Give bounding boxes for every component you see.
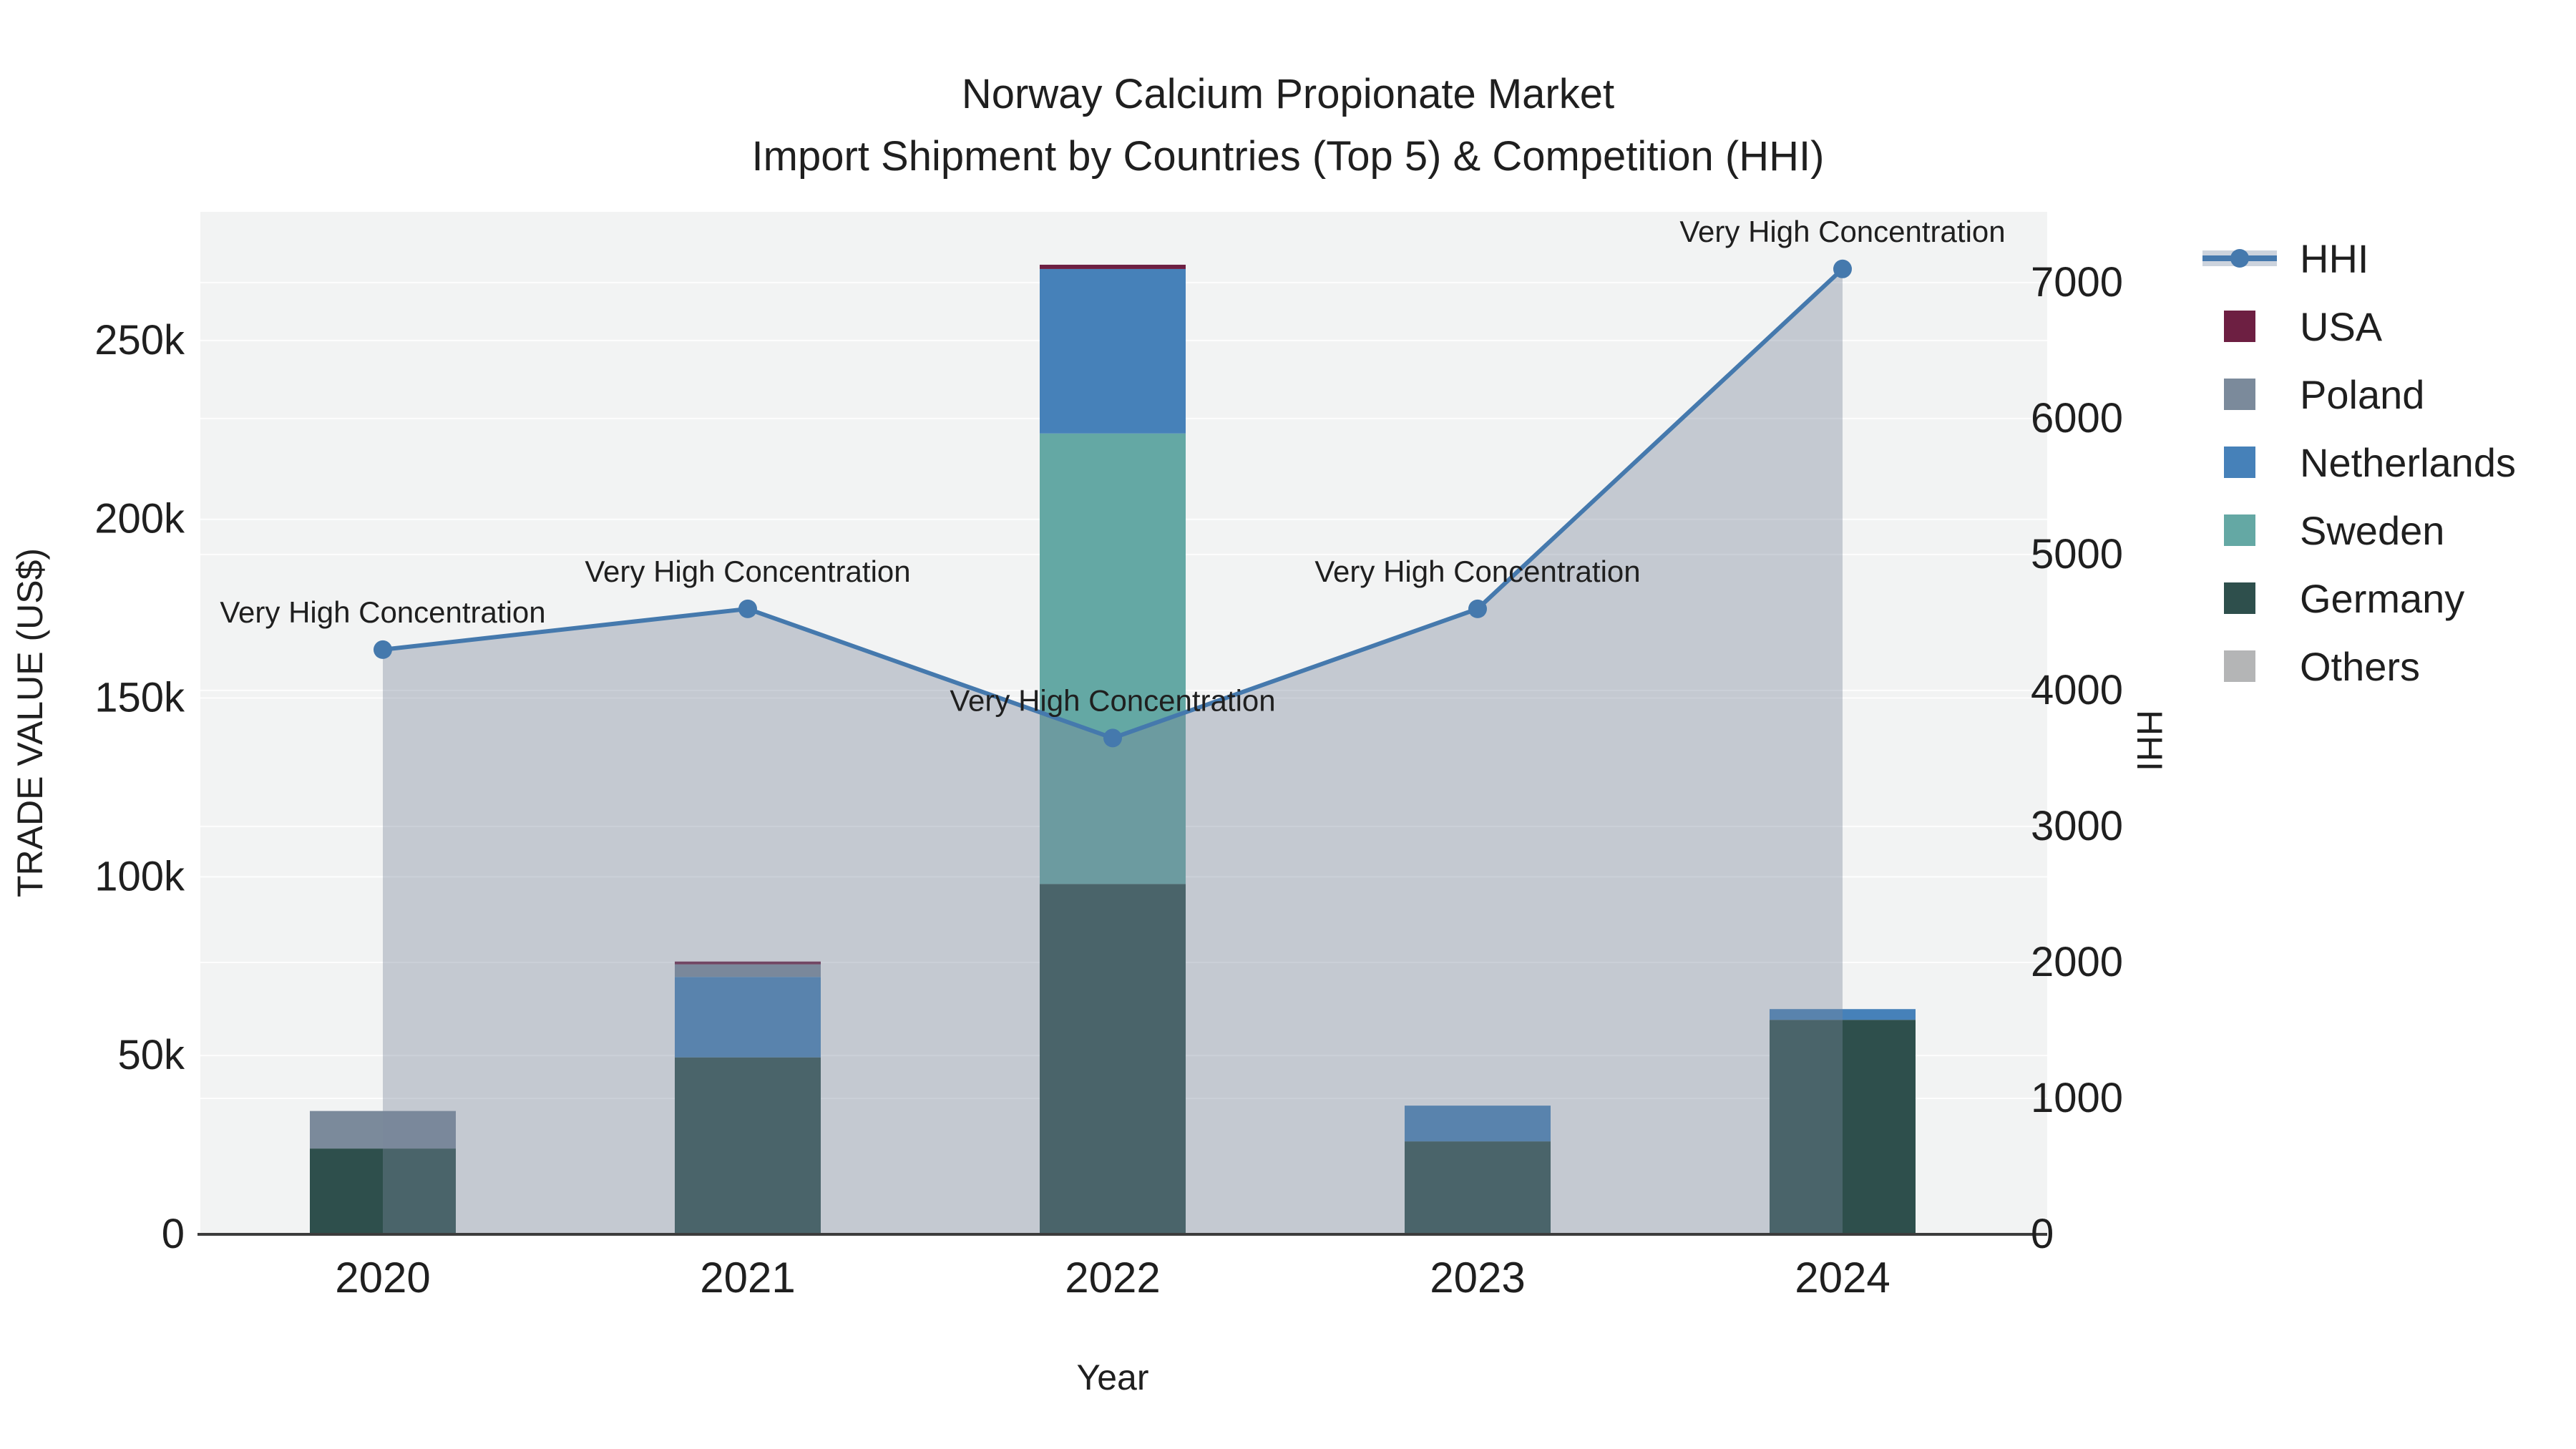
y-left-tick-label: 100k [94, 853, 185, 899]
bar-segment-usa-2022 [1040, 264, 1186, 269]
hhi-marker-2023 [1468, 599, 1487, 618]
legend-label-germany: Germany [2300, 575, 2465, 621]
y-left-tick-label: 50k [117, 1032, 185, 1078]
bar-segment-germany-2023 [1405, 1141, 1551, 1234]
sweden-swatch-icon [2202, 514, 2277, 546]
legend: HHI USA Poland Netherlands Sweden German… [2202, 236, 2516, 712]
bar-segment-poland-2021 [675, 964, 821, 977]
annotation-2021: Very High Concentration [585, 555, 910, 588]
bar-segment-germany-2024 [1770, 1020, 1916, 1234]
legend-label-hhi: HHI [2300, 235, 2369, 281]
legend-item-poland[interactable]: Poland [2202, 371, 2516, 417]
y-left-tick-label: 150k [94, 675, 185, 721]
y-right-tick-label: 4000 [2031, 667, 2123, 713]
y-right-tick-label: 0 [2031, 1211, 2054, 1257]
hhi-marker-2020 [374, 640, 392, 659]
x-tick-label-2021: 2021 [700, 1254, 795, 1302]
legend-label-sweden: Sweden [2300, 507, 2445, 553]
legend-item-hhi[interactable]: HHI [2202, 235, 2516, 281]
bar-segment-germany-2022 [1040, 884, 1186, 1234]
x-tick-label-2020: 2020 [335, 1254, 430, 1302]
bar-segment-germany-2021 [675, 1057, 821, 1234]
bar-segment-poland-2020 [310, 1111, 456, 1149]
poland-swatch-icon [2202, 379, 2277, 410]
chart-title-line2: Import Shipment by Countries (Top 5) & C… [751, 133, 1825, 180]
x-tick-label-2024: 2024 [1795, 1254, 1890, 1302]
x-axis-title: Year [1076, 1357, 1149, 1397]
germany-swatch-icon [2202, 582, 2277, 614]
y-left-tick-label: 200k [94, 496, 185, 542]
annotation-2023: Very High Concentration [1314, 555, 1640, 588]
chart-title-line1: Norway Calcium Propionate Market [961, 71, 1615, 117]
hhi-area-fill [383, 268, 1843, 1234]
bar-segment-usa-2021 [675, 961, 821, 965]
hhi-marker-2024 [1833, 259, 1852, 278]
y-right-tick-label: 1000 [2031, 1075, 2123, 1121]
annotation-2020: Very High Concentration [220, 595, 545, 629]
legend-label-poland: Poland [2300, 371, 2425, 417]
y-right-tick-label: 5000 [2031, 531, 2123, 577]
y-left-tick-label: 250k [94, 317, 185, 364]
legend-item-netherlands[interactable]: Netherlands [2202, 439, 2516, 485]
bar-segment-netherlands-2023 [1405, 1106, 1551, 1142]
chart-title: Norway Calcium Propionate Market Import … [0, 63, 2576, 187]
bar-segment-sweden-2022 [1040, 433, 1186, 884]
usa-swatch-icon [2202, 311, 2277, 342]
legend-label-netherlands: Netherlands [2300, 439, 2516, 485]
x-tick-label-2023: 2023 [1430, 1254, 1525, 1302]
y-left-tick-label: 0 [162, 1211, 185, 1257]
bar-segment-netherlands-2024 [1770, 1009, 1916, 1020]
hhi-marker-2021 [738, 599, 757, 618]
legend-item-usa[interactable]: USA [2202, 303, 2516, 349]
legend-label-others: Others [2300, 643, 2421, 689]
y-right-tick-label: 7000 [2031, 259, 2123, 306]
legend-item-sweden[interactable]: Sweden [2202, 507, 2516, 553]
y-right-tick-label: 3000 [2031, 803, 2123, 849]
legend-label-usa: USA [2300, 303, 2383, 349]
hhi-line-marker-icon [2202, 243, 2277, 274]
annotation-2024: Very High Concentration [1679, 215, 2005, 248]
annotation-2022: Very High Concentration [950, 683, 1275, 717]
legend-item-germany[interactable]: Germany [2202, 575, 2516, 621]
x-tick-label-2022: 2022 [1065, 1254, 1160, 1302]
netherlands-swatch-icon [2202, 447, 2277, 478]
bar-segment-germany-2020 [310, 1148, 456, 1234]
bar-segment-netherlands-2022 [1040, 268, 1186, 434]
y-right-tick-label: 2000 [2031, 939, 2123, 985]
bar-segment-netherlands-2021 [675, 977, 821, 1058]
y-right-tick-label: 6000 [2031, 395, 2123, 441]
hhi-marker-2022 [1103, 728, 1122, 748]
others-swatch-icon [2202, 650, 2277, 682]
legend-item-others[interactable]: Others [2202, 643, 2516, 689]
